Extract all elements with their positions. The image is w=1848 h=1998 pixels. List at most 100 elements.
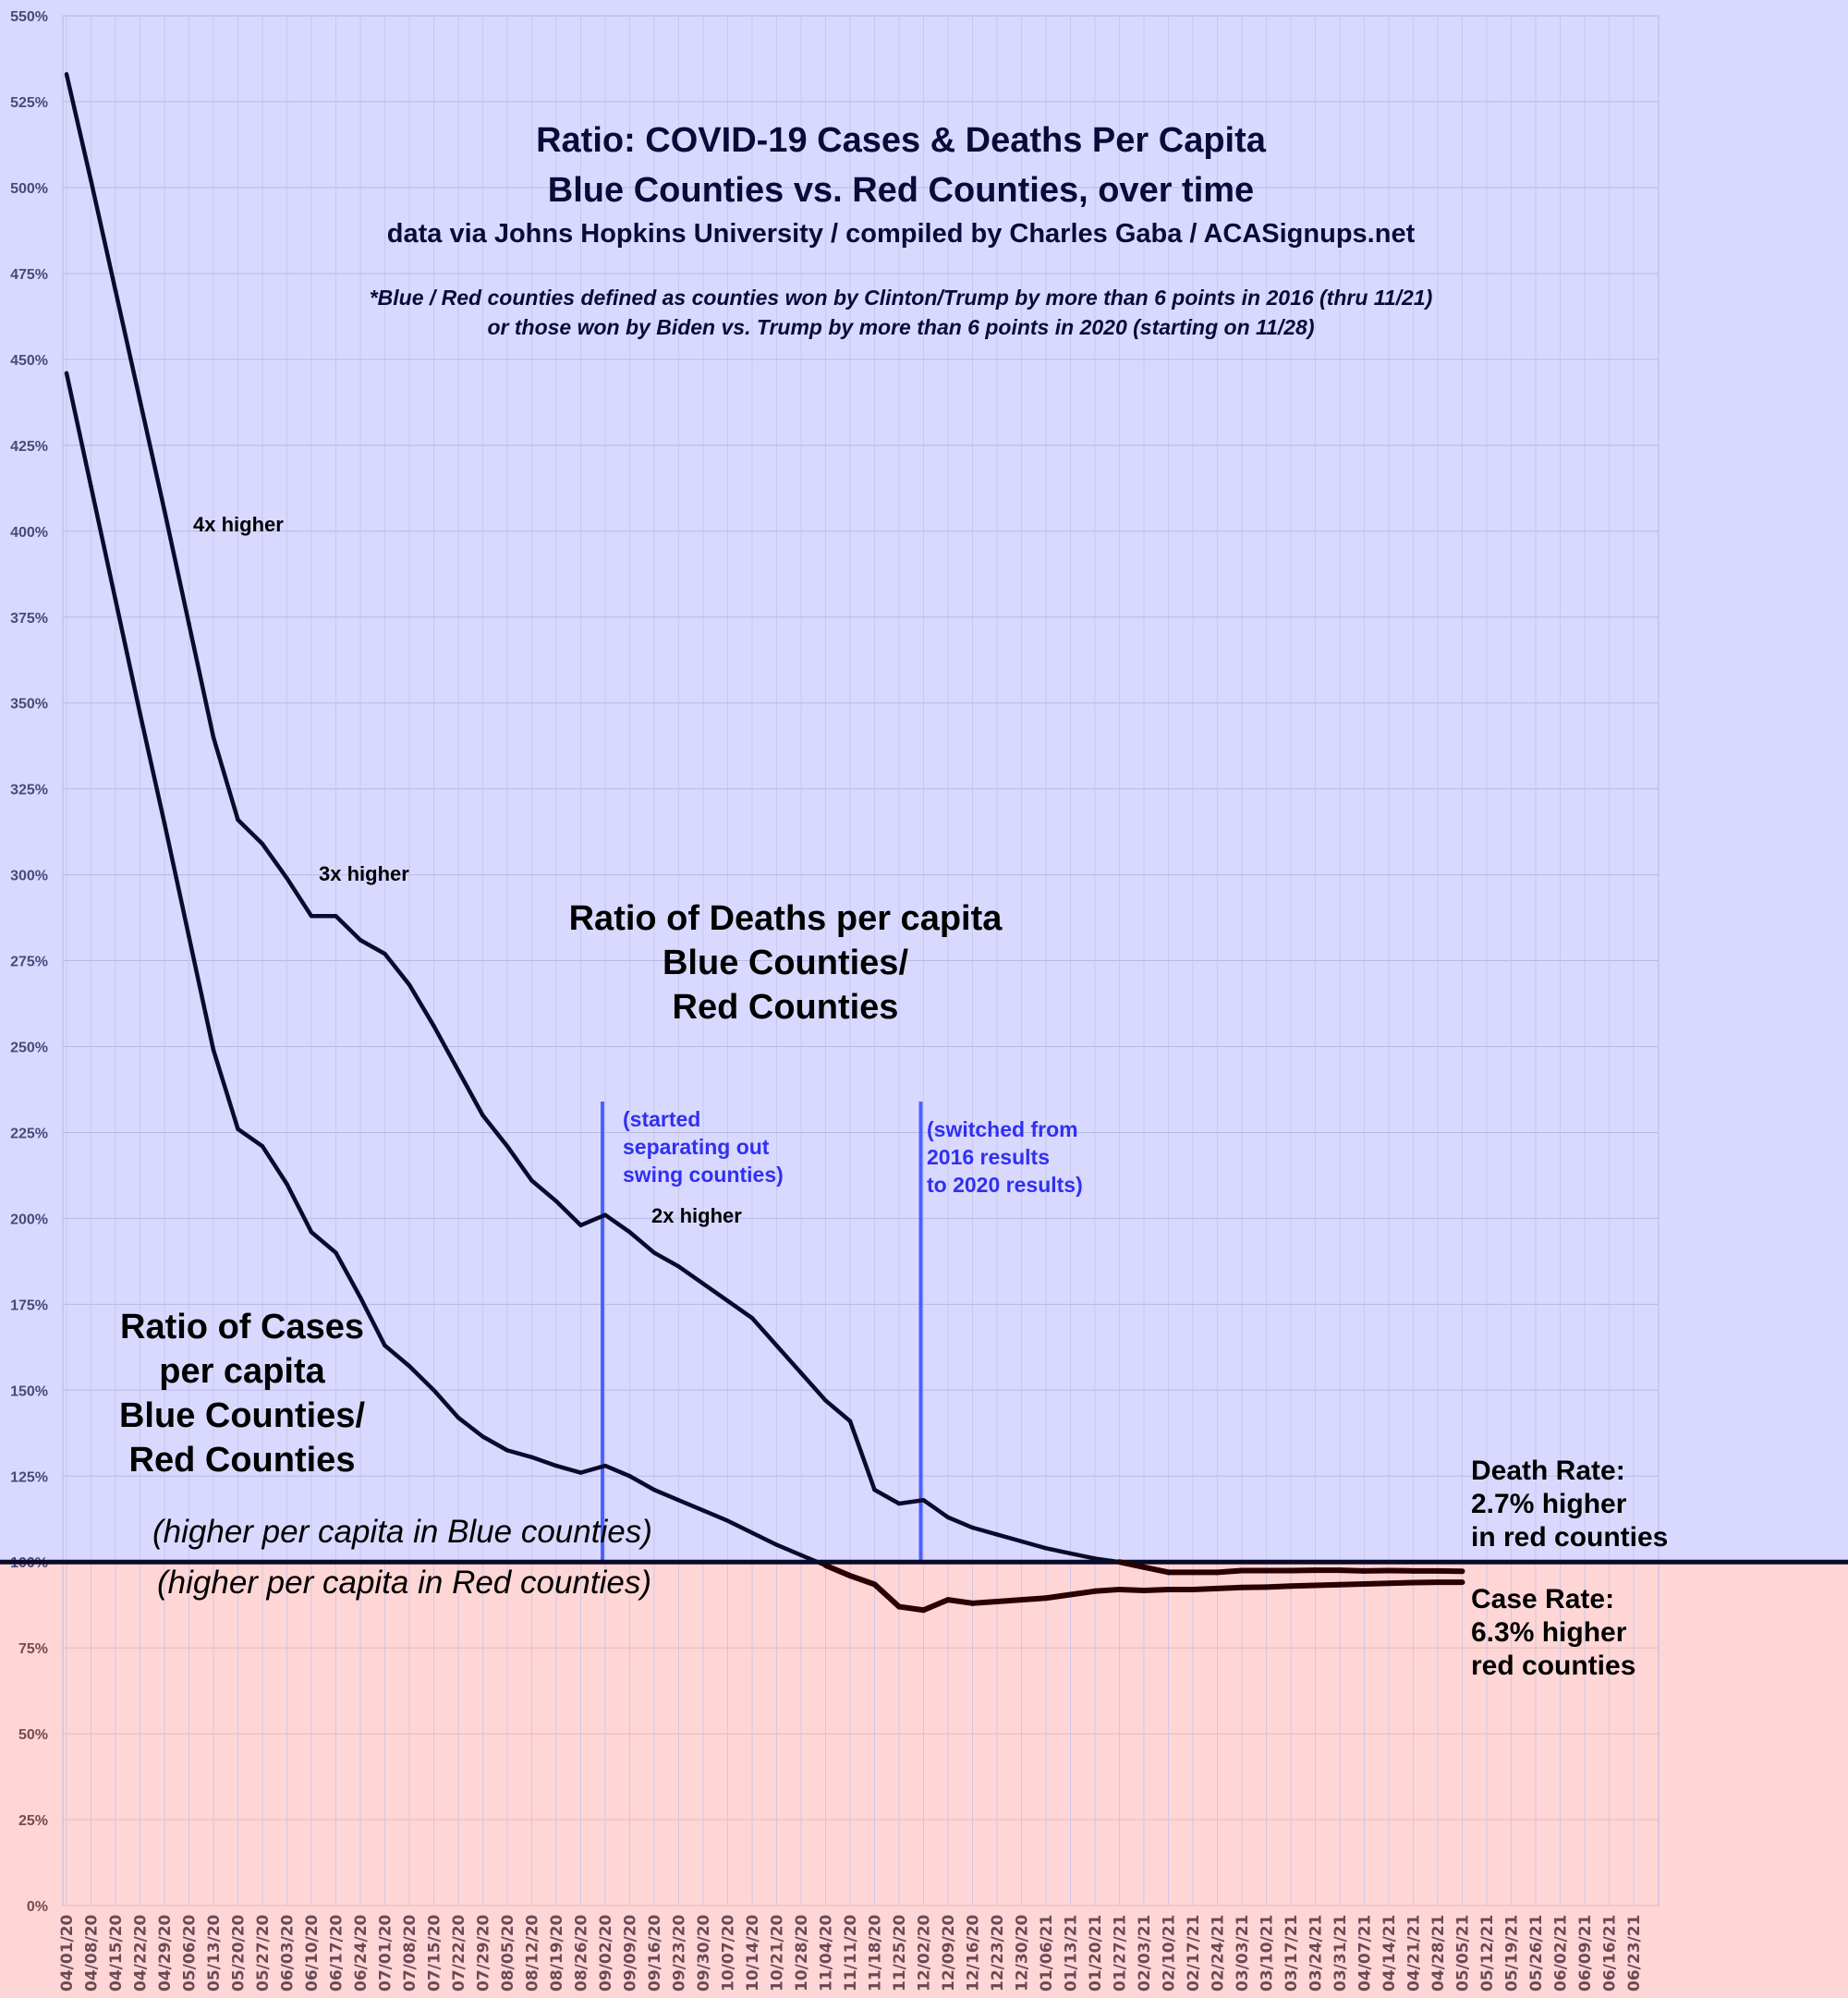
cases-line-segment bbox=[383, 1343, 412, 1369]
x-tick-label: 05/13/20 bbox=[205, 1914, 224, 1992]
deaths-line-segment bbox=[921, 1498, 951, 1520]
deaths-line-segment bbox=[187, 621, 216, 740]
deaths-line-segment bbox=[578, 1212, 608, 1228]
cases-line-segment bbox=[432, 1388, 461, 1420]
x-tick-label: 10/28/20 bbox=[793, 1914, 811, 1992]
series-lines bbox=[0, 72, 1848, 1614]
deaths-line-segment bbox=[798, 1371, 828, 1403]
x-tick-label: 11/18/20 bbox=[867, 1914, 885, 1992]
y-tick-label: 500% bbox=[10, 181, 48, 197]
cases-line-segment bbox=[798, 1553, 828, 1568]
footnote-line-1: *Blue / Red counties defined as counties… bbox=[369, 286, 1433, 310]
grid bbox=[62, 15, 1660, 1907]
cases-line-segment bbox=[725, 1518, 755, 1535]
deaths-line-segment bbox=[1019, 1539, 1049, 1551]
deaths-line-segment bbox=[480, 1113, 510, 1149]
x-tick-label: 08/12/20 bbox=[524, 1914, 542, 1992]
x-tick-label: 06/23/21 bbox=[1625, 1915, 1644, 1992]
deaths-line-segment bbox=[602, 1212, 632, 1235]
x-tick-label: 01/20/21 bbox=[1087, 1915, 1105, 1992]
x-tick-label: 07/01/20 bbox=[377, 1914, 395, 1992]
cases-line-segment bbox=[358, 1295, 387, 1348]
deaths-line-segment bbox=[358, 937, 387, 956]
x-tick-label: 07/29/20 bbox=[475, 1914, 493, 1992]
cases-line-segment bbox=[945, 1597, 976, 1606]
y-tick-label: 75% bbox=[18, 1641, 48, 1657]
note-line: Case Rate: bbox=[1471, 1584, 1615, 1614]
deaths-line-segment bbox=[676, 1264, 706, 1286]
label-line: Ratio of Deaths per capita bbox=[568, 899, 1003, 938]
x-tick-label: 12/09/20 bbox=[940, 1914, 958, 1992]
deaths-line-segment bbox=[1214, 1567, 1245, 1576]
cases-line-segment bbox=[138, 711, 167, 826]
x-tick-label: 08/05/20 bbox=[499, 1914, 517, 1992]
x-tick-label: 01/13/21 bbox=[1063, 1915, 1081, 1992]
x-tick-label: 08/19/20 bbox=[548, 1914, 566, 1992]
x-tick-label: 05/26/21 bbox=[1527, 1915, 1546, 1992]
x-tick-label: 10/21/20 bbox=[769, 1914, 787, 1992]
y-tick-label: 200% bbox=[10, 1212, 48, 1227]
x-tick-label: 02/03/21 bbox=[1136, 1915, 1154, 1992]
case-rate-note: Case Rate: 6.3% higher red counties bbox=[1471, 1583, 1635, 1683]
cases-line-segment bbox=[1337, 1580, 1368, 1588]
x-tick-label: 12/16/20 bbox=[965, 1914, 983, 1992]
y-tick-label: 350% bbox=[10, 697, 48, 713]
x-tick-label: 03/17/21 bbox=[1283, 1915, 1301, 1992]
cases-line-segment bbox=[602, 1463, 632, 1479]
deaths-line-segment bbox=[651, 1250, 681, 1269]
deaths-line-segment bbox=[1092, 1556, 1122, 1565]
chart-subtitle: data via Johns Hopkins University / comp… bbox=[386, 219, 1416, 249]
deaths-line-segment bbox=[432, 1023, 461, 1073]
cases-line-segment bbox=[749, 1530, 779, 1547]
y-tick-label: 475% bbox=[10, 267, 48, 283]
x-tick-label: 05/19/21 bbox=[1503, 1915, 1522, 1992]
x-tick-label: 04/14/21 bbox=[1380, 1915, 1399, 1992]
y-tick-label: 425% bbox=[10, 439, 48, 455]
deaths-line-segment bbox=[529, 1178, 559, 1204]
label-line: Ratio of Cases bbox=[120, 1308, 364, 1346]
x-tick-label: 09/30/20 bbox=[695, 1914, 713, 1992]
deaths-line-segment bbox=[505, 1144, 534, 1183]
y-tick-label: 50% bbox=[18, 1727, 48, 1743]
cases-line-segment bbox=[285, 1181, 314, 1235]
y-tick-label: 150% bbox=[10, 1383, 48, 1399]
cases-line-segment bbox=[871, 1581, 902, 1610]
title-line-1: Ratio: COVID-19 Cases & Deaths Per Capit… bbox=[536, 121, 1266, 160]
deaths-line-segment bbox=[1141, 1564, 1172, 1576]
deaths-line-segment bbox=[994, 1532, 1024, 1544]
x-tick-label: 04/07/21 bbox=[1356, 1915, 1375, 1992]
x-tick-label: 05/20/20 bbox=[230, 1914, 249, 1992]
cases-line-segment bbox=[260, 1144, 289, 1187]
deaths-line-segment bbox=[1043, 1546, 1073, 1556]
deaths-line-segment bbox=[113, 288, 142, 403]
x-tick-label: 02/17/21 bbox=[1185, 1915, 1203, 1992]
cases-line-segment bbox=[529, 1455, 559, 1468]
deaths-line-segment bbox=[260, 841, 289, 881]
x-tick-label: 03/10/21 bbox=[1258, 1915, 1277, 1992]
x-tick-label: 01/06/21 bbox=[1038, 1915, 1056, 1992]
note-line: 2.7% higher bbox=[1471, 1489, 1627, 1519]
x-tick-label: 04/29/20 bbox=[156, 1914, 175, 1992]
deaths-line-segment bbox=[236, 817, 265, 847]
y-tick-label: 250% bbox=[10, 1041, 48, 1056]
deaths-line-segment bbox=[211, 735, 240, 822]
cases-line-segment bbox=[113, 597, 142, 716]
deaths-line-segment bbox=[138, 398, 167, 513]
y-tick-label: 525% bbox=[10, 95, 48, 111]
x-tick-label: 01/27/21 bbox=[1112, 1915, 1130, 1992]
y-tick-label: 300% bbox=[10, 869, 48, 884]
x-tick-label: 06/09/21 bbox=[1576, 1915, 1595, 1992]
higher-in-red-note: (higher per capita in Red counties) bbox=[157, 1565, 652, 1601]
y-tick-label: 375% bbox=[10, 611, 48, 627]
x-tick-label: 04/22/20 bbox=[132, 1914, 151, 1992]
cases-line-segment bbox=[1067, 1588, 1098, 1598]
cases-line-segment bbox=[64, 371, 93, 489]
y-tick-label: 325% bbox=[10, 783, 48, 798]
deaths-line-segment bbox=[774, 1343, 804, 1375]
cases-line-segment bbox=[407, 1364, 436, 1393]
deaths-line-segment bbox=[725, 1298, 755, 1321]
deaths-line-segment bbox=[945, 1515, 975, 1530]
x-tick-label: 03/24/21 bbox=[1307, 1915, 1326, 1992]
y-tick-label: 125% bbox=[10, 1469, 48, 1485]
footnote: *Blue / Red counties defined as counties… bbox=[370, 283, 1433, 342]
